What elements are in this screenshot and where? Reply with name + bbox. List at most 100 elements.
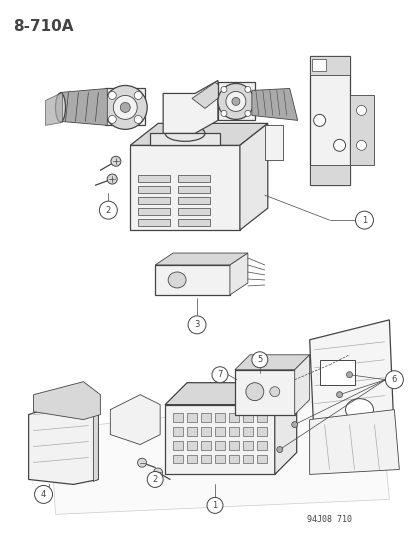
Text: 3: 3 <box>194 320 199 329</box>
Polygon shape <box>163 80 217 133</box>
Polygon shape <box>130 146 239 230</box>
Polygon shape <box>217 83 254 120</box>
Bar <box>256 426 266 435</box>
Bar <box>214 413 224 422</box>
Polygon shape <box>274 383 296 474</box>
Circle shape <box>108 92 116 100</box>
Polygon shape <box>229 253 247 295</box>
Text: 1: 1 <box>212 501 217 510</box>
Bar <box>201 426 211 435</box>
Bar <box>256 413 266 422</box>
Ellipse shape <box>55 93 65 122</box>
Bar <box>138 175 170 182</box>
Polygon shape <box>309 55 349 185</box>
Circle shape <box>244 110 250 116</box>
Bar <box>178 197 209 204</box>
Bar <box>138 186 170 193</box>
Polygon shape <box>239 123 267 230</box>
Circle shape <box>134 116 142 123</box>
Circle shape <box>244 86 250 92</box>
Circle shape <box>137 458 146 467</box>
Bar <box>214 441 224 449</box>
Circle shape <box>231 98 239 106</box>
Circle shape <box>291 422 297 427</box>
Bar <box>228 441 238 449</box>
Circle shape <box>276 447 282 453</box>
Bar <box>319 360 354 385</box>
Polygon shape <box>234 370 294 415</box>
Bar <box>256 455 266 464</box>
Text: 5: 5 <box>256 356 262 364</box>
Bar <box>201 455 211 464</box>
Bar <box>214 426 224 435</box>
Bar <box>178 219 209 226</box>
Polygon shape <box>349 95 373 165</box>
Polygon shape <box>50 394 389 514</box>
Polygon shape <box>264 125 282 160</box>
Bar <box>242 441 252 449</box>
Circle shape <box>103 85 147 130</box>
Text: 94J08 710: 94J08 710 <box>306 515 351 524</box>
Circle shape <box>134 92 142 100</box>
Bar <box>242 455 252 464</box>
Bar <box>138 219 170 226</box>
Polygon shape <box>309 410 399 474</box>
Bar <box>173 441 183 449</box>
Bar <box>228 413 238 422</box>
Polygon shape <box>165 383 296 405</box>
Circle shape <box>225 92 245 111</box>
Bar <box>201 413 211 422</box>
Circle shape <box>35 486 52 503</box>
Circle shape <box>356 140 366 150</box>
Circle shape <box>108 116 116 123</box>
Bar <box>201 441 211 449</box>
Bar <box>187 455 197 464</box>
Circle shape <box>313 115 325 126</box>
Circle shape <box>113 95 137 119</box>
Circle shape <box>206 497 223 513</box>
Polygon shape <box>155 253 247 265</box>
Bar <box>173 455 183 464</box>
Circle shape <box>188 316 206 334</box>
Circle shape <box>211 367 228 383</box>
Polygon shape <box>93 400 98 481</box>
Circle shape <box>336 392 342 398</box>
Bar <box>214 455 224 464</box>
Bar <box>228 426 238 435</box>
Polygon shape <box>309 55 349 76</box>
Text: 8-710A: 8-710A <box>13 19 73 34</box>
Circle shape <box>153 468 162 477</box>
Bar <box>187 441 197 449</box>
Circle shape <box>221 110 226 116</box>
Circle shape <box>251 352 267 368</box>
Circle shape <box>221 86 226 92</box>
Circle shape <box>217 84 253 119</box>
Polygon shape <box>150 133 219 146</box>
Bar <box>242 413 252 422</box>
Circle shape <box>355 211 373 229</box>
Polygon shape <box>251 88 297 120</box>
Text: 1: 1 <box>361 216 366 224</box>
Polygon shape <box>45 92 62 125</box>
Bar <box>187 426 197 435</box>
Bar <box>187 413 197 422</box>
Circle shape <box>111 156 121 166</box>
Circle shape <box>333 139 345 151</box>
Text: 2: 2 <box>152 475 157 484</box>
Ellipse shape <box>345 399 373 421</box>
Polygon shape <box>155 265 229 295</box>
Bar <box>242 426 252 435</box>
Circle shape <box>356 106 366 116</box>
Circle shape <box>385 371 402 389</box>
Polygon shape <box>110 394 160 445</box>
Text: 7: 7 <box>217 370 222 379</box>
Polygon shape <box>294 355 309 415</box>
Polygon shape <box>165 405 274 474</box>
Polygon shape <box>309 320 394 449</box>
Bar <box>178 208 209 215</box>
Polygon shape <box>60 88 107 125</box>
Polygon shape <box>234 355 309 370</box>
Polygon shape <box>33 382 100 419</box>
Bar <box>256 441 266 449</box>
Circle shape <box>269 386 279 397</box>
